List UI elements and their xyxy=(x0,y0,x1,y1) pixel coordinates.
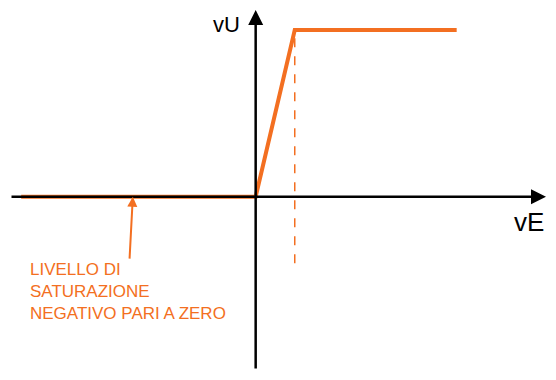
svg-text:vU: vU xyxy=(213,12,240,37)
svg-text:LIVELLO DISATURAZIONENEGATIVO: LIVELLO DISATURAZIONENEGATIVO PARI A ZER… xyxy=(30,260,226,323)
svg-text:vE: vE xyxy=(514,207,544,237)
